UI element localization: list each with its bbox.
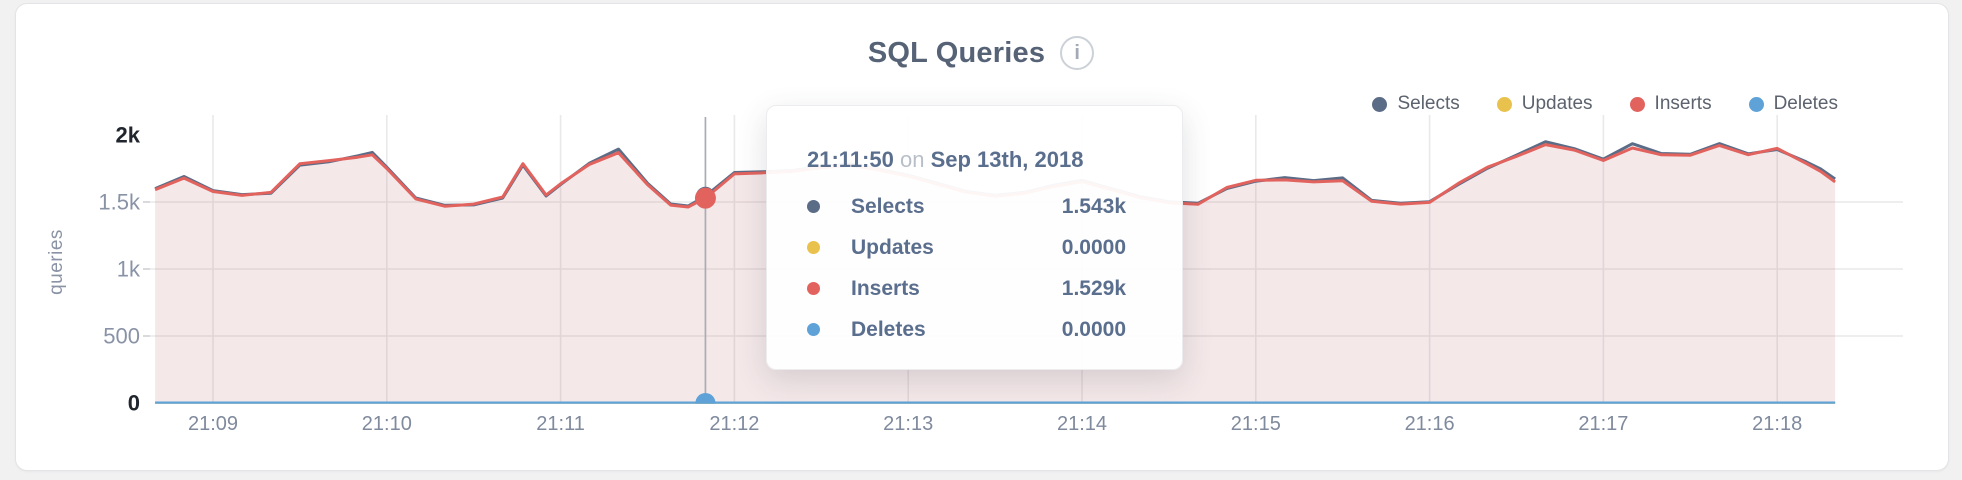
tooltip-series-value: 1.529k xyxy=(1061,276,1126,300)
tooltip-row-inserts: Inserts 1.529k xyxy=(807,268,1126,309)
updates-dot-icon xyxy=(807,241,820,254)
chart-header: SQL Queries i xyxy=(0,36,1962,70)
svg-text:1.5k: 1.5k xyxy=(98,190,141,215)
tooltip-series-value: 0.0000 xyxy=(1061,317,1126,341)
svg-text:21:12: 21:12 xyxy=(709,413,759,435)
inserts-dot-icon xyxy=(807,282,820,295)
legend-item-deletes[interactable]: Deletes xyxy=(1748,93,1838,115)
tooltip-conjunction: on xyxy=(899,147,925,172)
tooltip-row-selects: Selects 1.543k xyxy=(807,186,1126,227)
tooltip-series-value: 1.543k xyxy=(1061,194,1126,218)
tooltip-row-deletes: Deletes 0.0000 xyxy=(807,309,1126,350)
legend-item-inserts[interactable]: Inserts xyxy=(1629,93,1712,115)
svg-text:21:17: 21:17 xyxy=(1578,413,1628,435)
axis-labels: 2k 1.5k 1k 500 0 21:09 21:10 21:11 21:12 21:13 21:… xyxy=(46,123,1802,436)
svg-text:queries: queries xyxy=(46,229,67,295)
tooltip-time: 21:11:50 xyxy=(807,147,894,172)
tooltip-series-label: Deletes xyxy=(851,317,926,341)
tooltip-timestamp: 21:11:50 on Sep 13th, 2018 xyxy=(807,147,1126,173)
inserts-point-dot xyxy=(694,187,716,209)
svg-text:21:18: 21:18 xyxy=(1752,413,1802,435)
svg-text:21:10: 21:10 xyxy=(362,413,412,435)
svg-text:0: 0 xyxy=(128,391,140,416)
tooltip-rows: Selects 1.543k Updates 0.0000 Inserts 1.… xyxy=(807,186,1126,350)
svg-text:21:16: 21:16 xyxy=(1405,413,1455,435)
tooltip-series-label: Selects xyxy=(851,194,925,218)
chart-legend: Selects Updates Inserts Deletes xyxy=(1372,93,1838,115)
selects-dot-icon xyxy=(807,200,820,213)
info-icon[interactable]: i xyxy=(1060,36,1095,70)
tooltip-row-updates: Updates 0.0000 xyxy=(807,227,1126,268)
legend-label: Updates xyxy=(1521,93,1593,114)
legend-label: Selects xyxy=(1397,93,1460,114)
deletes-dot-icon xyxy=(807,323,820,336)
svg-text:2k: 2k xyxy=(116,123,141,148)
svg-text:21:13: 21:13 xyxy=(883,413,933,435)
selects-dot-icon xyxy=(1372,96,1388,112)
svg-text:1k: 1k xyxy=(117,257,141,282)
page-title: SQL Queries xyxy=(867,36,1046,69)
svg-text:21:09: 21:09 xyxy=(188,413,238,435)
legend-label: Inserts xyxy=(1654,93,1712,114)
legend-label: Deletes xyxy=(1773,93,1838,114)
svg-text:21:15: 21:15 xyxy=(1231,413,1281,435)
legend-item-updates[interactable]: Updates xyxy=(1496,93,1593,115)
svg-text:21:14: 21:14 xyxy=(1057,413,1107,435)
svg-text:500: 500 xyxy=(103,324,140,349)
crosshair-dots xyxy=(694,186,716,404)
updates-dot-icon xyxy=(1496,96,1512,112)
svg-text:21:11: 21:11 xyxy=(536,413,585,435)
inserts-dot-icon xyxy=(1629,96,1645,112)
tooltip-series-value: 0.0000 xyxy=(1061,235,1126,259)
deletes-dot-icon xyxy=(1748,96,1764,112)
deletes-point-dot xyxy=(695,393,716,404)
tooltip-date: Sep 13th, 2018 xyxy=(930,147,1084,172)
tooltip-series-label: Updates xyxy=(851,235,934,259)
tooltip-series-label: Inserts xyxy=(851,276,920,300)
legend-item-selects[interactable]: Selects xyxy=(1372,93,1460,115)
chart-tooltip: 21:11:50 on Sep 13th, 2018 Selects 1.543… xyxy=(766,105,1183,370)
